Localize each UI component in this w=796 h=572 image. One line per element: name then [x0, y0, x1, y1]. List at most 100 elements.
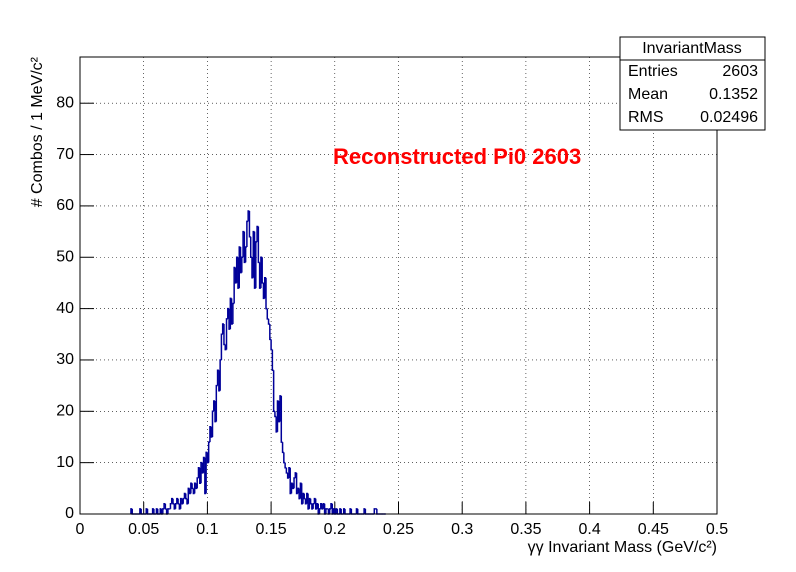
histogram-bin	[274, 411, 277, 418]
annotation: Reconstructed Pi0 2603	[333, 144, 581, 169]
stats-box: InvariantMass Entries 2603 Mean 0.1352 R…	[619, 36, 766, 131]
x-tick-label: 0.1	[196, 521, 218, 538]
histogram-bin	[325, 508, 328, 514]
histogram-bin	[257, 226, 260, 264]
histogram-bin	[267, 318, 270, 325]
histogram-bin	[249, 236, 252, 259]
histogram-bin	[256, 225, 259, 242]
histogram-bin	[234, 267, 237, 284]
histogram-bin	[205, 451, 208, 494]
histogram-bin	[145, 508, 148, 514]
histogram-bin	[192, 488, 195, 495]
histogram-bin	[229, 297, 232, 330]
histogram-bin	[206, 452, 209, 464]
histogram-bin	[188, 488, 191, 495]
histogram-bin	[172, 498, 175, 505]
histogram-bin	[373, 508, 376, 514]
histogram-bin	[363, 508, 366, 514]
x-axis-label: γγ Invariant Mass (GeV/c²)	[528, 539, 717, 556]
histogram-bin	[349, 508, 352, 514]
x-tick-label: 0.2	[324, 521, 346, 538]
histogram-bin	[139, 508, 142, 514]
histogram-bin	[252, 230, 255, 278]
stats-title: InvariantMass	[642, 40, 742, 57]
y-tick-label: 50	[56, 248, 74, 265]
histogram-bin	[220, 333, 223, 360]
histogram-bin	[339, 508, 342, 514]
histogram-bin	[295, 472, 298, 495]
histogram-bin	[298, 488, 301, 500]
histogram-bin	[167, 508, 170, 514]
x-tick-label: 0.3	[451, 521, 473, 538]
histogram-bin	[246, 220, 249, 247]
histogram-bin	[289, 467, 292, 495]
x-tick-label: 0.5	[706, 521, 728, 538]
histogram-bin	[294, 472, 297, 479]
histogram-bin	[235, 256, 238, 283]
x-tick-label: 0.35	[510, 521, 541, 538]
histogram-bin	[233, 266, 236, 304]
histogram-bin	[280, 395, 283, 443]
x-tick-label: 0.4	[578, 521, 600, 538]
y-axis-label: # Combos / 1 MeV/c²	[29, 56, 46, 207]
histogram-bin	[232, 302, 235, 325]
stats-value: 2603	[722, 63, 758, 80]
histogram-bin	[182, 497, 185, 504]
histogram-bin	[281, 442, 284, 454]
y-tick-label: 0	[65, 505, 74, 522]
y-tick-label: 70	[56, 146, 74, 163]
histogram-bin	[248, 211, 251, 238]
y-tick-label: 80	[56, 94, 74, 111]
histogram-bin	[239, 246, 242, 274]
histogram-bin	[285, 467, 288, 474]
histogram-bin	[332, 508, 335, 514]
histogram-bin	[204, 457, 207, 495]
histogram-bin	[242, 230, 245, 258]
x-tick-label: 0.05	[128, 521, 159, 538]
histogram-bin	[272, 370, 275, 413]
histogram-bin	[159, 508, 162, 514]
histogram-bin	[155, 508, 158, 514]
x-tick-label: 0.25	[383, 521, 414, 538]
histogram-bin	[292, 483, 295, 490]
histogram-bin	[195, 483, 198, 490]
histogram-bin	[335, 508, 338, 514]
histogram-bin	[355, 508, 358, 514]
y-tick-label: 60	[56, 197, 74, 214]
histogram-bin	[151, 508, 154, 514]
stats-key: Mean	[628, 86, 668, 103]
stats-key: Entries	[628, 63, 678, 80]
stats-value: 0.1352	[709, 86, 758, 103]
y-tick-label: 40	[56, 300, 74, 317]
y-tick-label: 20	[56, 403, 74, 420]
stats-value: 0.02496	[700, 109, 758, 126]
histogram-bin	[260, 256, 263, 289]
y-tick-label: 30	[56, 351, 74, 368]
x-tick-label: 0.15	[256, 521, 287, 538]
histogram-bin	[244, 246, 247, 263]
histogram-bin	[221, 323, 224, 335]
histogram-bin	[266, 308, 269, 320]
histogram-bin	[210, 426, 213, 438]
histogram-bin	[270, 339, 273, 351]
y-tick-label: 10	[56, 454, 74, 471]
histogram-bin	[275, 416, 278, 433]
histogram-bin	[177, 498, 180, 505]
frame	[79, 56, 718, 515]
histogram-bin	[342, 508, 345, 514]
x-tick-label: 0	[76, 521, 85, 538]
histogram-bin	[309, 498, 312, 505]
histogram-bin	[164, 503, 167, 510]
histogram-bin	[322, 502, 325, 509]
stats-key: RMS	[628, 109, 664, 126]
histogram-bin	[163, 502, 166, 509]
histogram-bin	[130, 508, 133, 514]
histogram-bin	[320, 502, 323, 509]
histogram-bin	[251, 257, 254, 279]
histogram-bin	[330, 502, 333, 509]
histogram-bin	[316, 502, 319, 509]
histogram-bin	[255, 241, 258, 289]
x-tick-label: 0.45	[638, 521, 669, 538]
stats-frame	[619, 36, 766, 131]
